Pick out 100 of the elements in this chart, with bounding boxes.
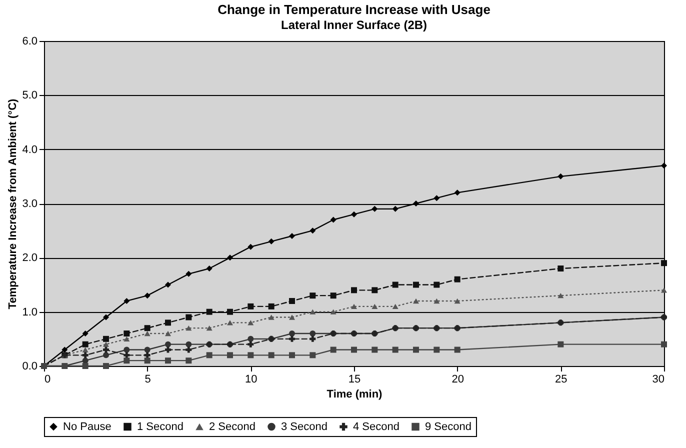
point: [144, 352, 150, 358]
point: [310, 292, 316, 299]
point: [82, 347, 88, 352]
point: [103, 342, 109, 347]
point: [103, 363, 109, 369]
chart-title: Change in Temperature Increase with Usage: [218, 2, 490, 17]
point: [434, 282, 440, 288]
chart-subtitle: Lateral Inner Surface (2B): [280, 18, 428, 32]
point: [661, 162, 667, 169]
y-tick-label: 3.0: [22, 198, 38, 210]
point: [454, 298, 460, 304]
point: [310, 330, 316, 336]
point: [268, 238, 274, 244]
point: [330, 292, 336, 299]
x-axis-title: Time (min): [326, 388, 383, 400]
point: [372, 346, 378, 353]
point: [144, 358, 150, 364]
point: [392, 282, 398, 288]
point: [227, 352, 233, 358]
point: [268, 303, 274, 310]
legend-label: 1 Second: [137, 420, 184, 433]
point: [454, 276, 460, 282]
point: [82, 341, 88, 348]
point: [227, 308, 233, 315]
point: [144, 292, 150, 299]
point: [661, 260, 667, 266]
point: [434, 346, 440, 353]
x-tick-label: 15: [348, 374, 361, 386]
legend-label: 9 Second: [425, 420, 472, 433]
point: [289, 314, 295, 320]
point: [413, 282, 419, 288]
point: [165, 358, 171, 364]
point: [310, 228, 316, 234]
point: [454, 346, 460, 353]
point: [392, 346, 398, 353]
point: [248, 341, 254, 348]
x-tick-label: 10: [245, 374, 258, 386]
x-tick-label: 20: [452, 374, 464, 386]
point: [227, 320, 233, 326]
point: [558, 292, 564, 298]
point: [124, 330, 130, 336]
legend-label: 4 Second: [353, 420, 400, 433]
y-tick-label: 5.0: [22, 90, 38, 102]
point: [206, 308, 212, 315]
point: [248, 303, 254, 310]
point: [372, 304, 378, 310]
y-tick-label: 1.0: [22, 306, 38, 318]
point: [434, 195, 440, 202]
point: [82, 330, 88, 336]
point: [392, 206, 398, 212]
point: [268, 352, 274, 358]
point: [351, 346, 357, 353]
point: [558, 266, 564, 272]
point: [372, 287, 378, 294]
point: [186, 325, 192, 331]
y-tick-label: 4.0: [22, 144, 38, 156]
point: [165, 346, 171, 353]
point: [124, 346, 130, 353]
point: [103, 352, 109, 358]
x-tick-label: 25: [555, 374, 568, 386]
point: [124, 336, 130, 342]
point: [289, 298, 295, 304]
point: [186, 270, 192, 277]
point: [351, 211, 357, 218]
point: [124, 358, 130, 364]
point: [144, 325, 150, 332]
point: [82, 363, 88, 369]
point: [248, 352, 254, 358]
y-tick-label: 6.0: [22, 36, 38, 48]
point: [186, 314, 192, 320]
point: [351, 287, 357, 294]
point: [144, 330, 150, 336]
y-tick-label: 0.0: [22, 360, 38, 372]
point: [330, 309, 336, 314]
point: [227, 254, 233, 261]
point: [186, 346, 192, 353]
point: [454, 190, 460, 196]
point: [392, 304, 398, 310]
point: [103, 346, 109, 353]
point: [289, 233, 295, 239]
point: [103, 314, 109, 320]
point: [206, 266, 212, 272]
point: [289, 330, 295, 336]
point: [351, 304, 357, 310]
point: [62, 346, 68, 353]
point: [310, 352, 316, 358]
point: [165, 320, 171, 326]
legend-label: 3 Second: [281, 420, 328, 433]
x-tick-label: 30: [652, 374, 664, 386]
point: [330, 216, 336, 223]
point: [661, 288, 667, 293]
point: [165, 330, 171, 336]
point: [82, 352, 88, 358]
x-tick-label: 0: [44, 374, 51, 386]
y-axis-title: Temperature Increase from Ambient (°C): [7, 98, 20, 310]
point: [413, 298, 419, 304]
point: [165, 341, 171, 348]
point: [434, 298, 440, 304]
point: [310, 309, 316, 314]
y-tick-label: 2.0: [22, 252, 38, 264]
